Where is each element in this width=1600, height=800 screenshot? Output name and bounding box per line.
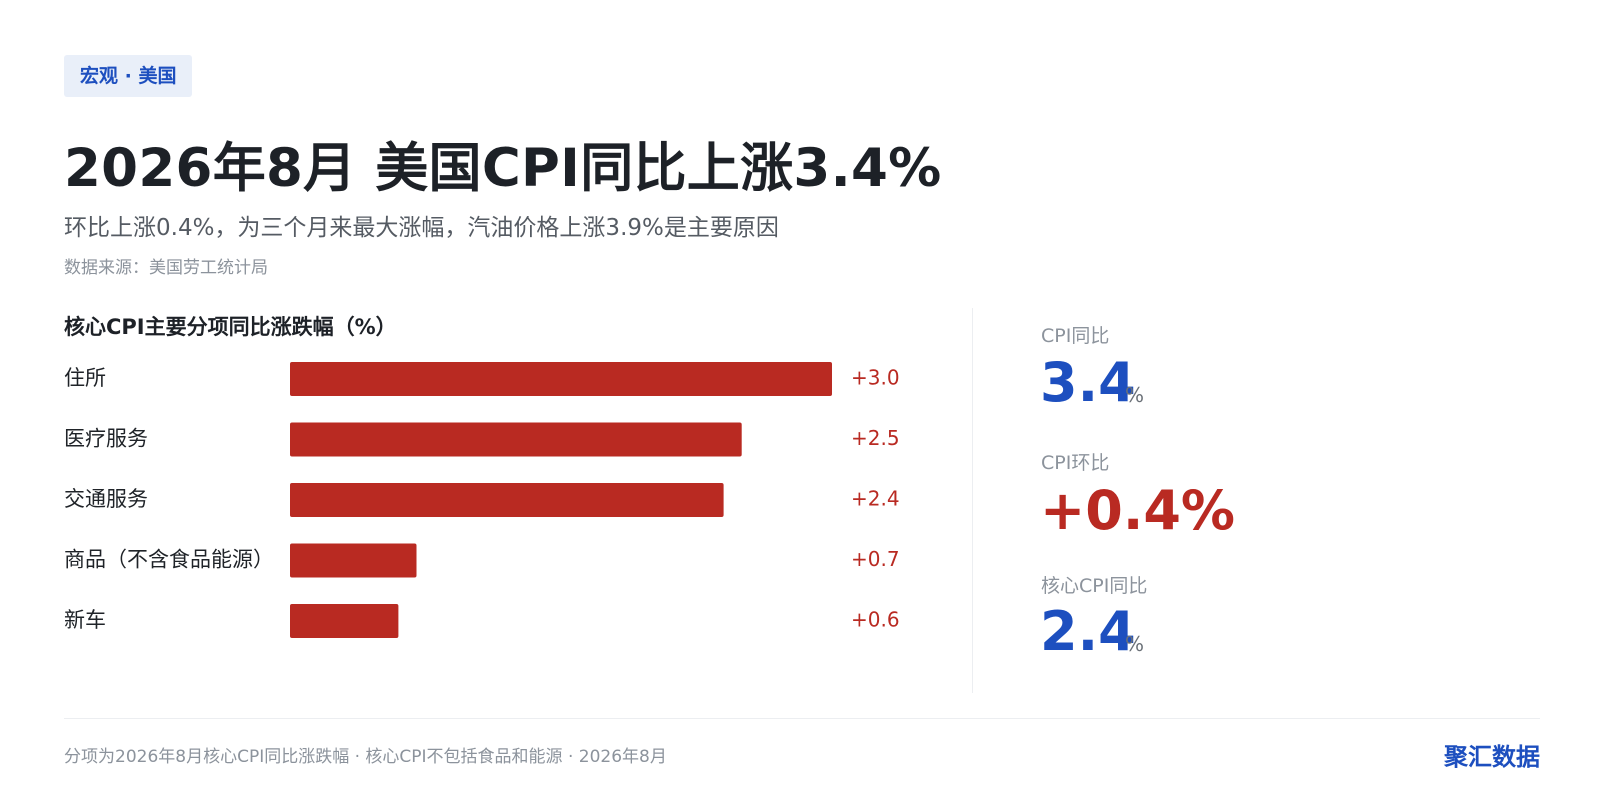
kpi-cpi-yoy-unit: % — [1125, 383, 1145, 407]
bar-value-label: +0.7 — [851, 547, 900, 571]
data-source: 数据来源：美国劳工统计局 — [64, 258, 268, 278]
bar-value-label: +0.6 — [851, 608, 900, 632]
kpi-cpi-mom-label: CPI环比 — [1041, 452, 1110, 474]
brand-logo: 聚汇数据 — [1444, 743, 1540, 771]
category-label: 新车 — [64, 608, 106, 632]
category-label: 交通服务 — [64, 487, 148, 511]
bar — [290, 483, 724, 517]
bar — [290, 543, 417, 578]
bar — [290, 362, 832, 396]
kpi-cpi-yoy-label: CPI同比 — [1041, 325, 1110, 347]
category-label: 商品（不含食品能源） — [64, 548, 274, 572]
page-title: 2026年8月 美国CPI同比上涨3.4% — [64, 138, 942, 199]
chart-title: 核心CPI主要分项同比涨跌幅（%） — [64, 315, 397, 339]
category-tag: 宏观 · 美国 — [64, 55, 193, 97]
category-label: 住所 — [64, 366, 106, 390]
kpi-core-cpi-label: 核心CPI同比 — [1041, 575, 1148, 597]
bar-value-label: +2.5 — [851, 426, 900, 450]
section-divider — [972, 308, 973, 693]
footnote: 分项为2026年8月核心CPI同比涨跌幅 · 核心CPI不包括食品和能源 · 2… — [64, 747, 667, 767]
kpi-core-cpi-value: 2.4 — [1040, 600, 1136, 663]
kpi-core-cpi-unit: % — [1125, 632, 1145, 656]
kpi-cpi-mom-value: +0.4% — [1040, 479, 1236, 542]
bar — [290, 422, 742, 457]
category-label: 医疗服务 — [64, 427, 148, 451]
bar-value-label: +2.4 — [851, 487, 900, 511]
bar — [290, 604, 399, 638]
page-subtitle: 环比上涨0.4%，为三个月来最大涨幅，汽油价格上涨3.9%是主要原因 — [64, 215, 779, 241]
footer-divider — [64, 718, 1540, 719]
bar-value-label: +3.0 — [851, 366, 900, 390]
bar-chart: 住所 +3.0 医疗服务 +2.5 交通服务 +2.4 商品（不含食品能源） +0.7 新车 +0… — [64, 362, 900, 638]
kpi-cpi-yoy-value: 3.4 — [1040, 351, 1136, 414]
